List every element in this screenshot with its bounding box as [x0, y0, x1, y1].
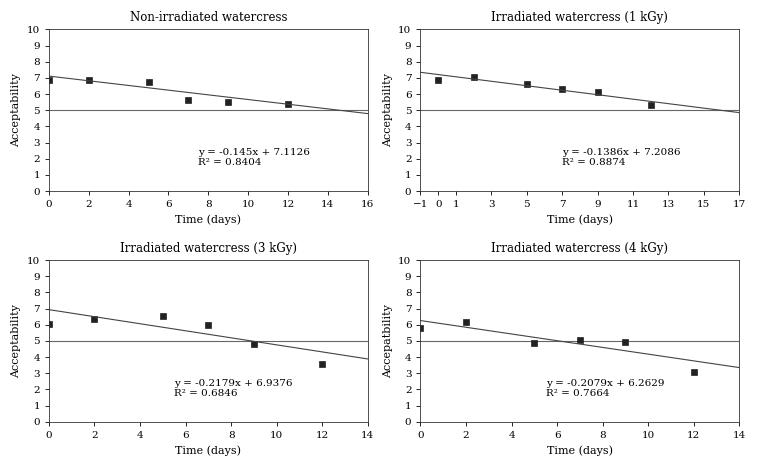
Text: R² = 0.7664: R² = 0.7664: [546, 389, 609, 397]
Y-axis label: Acceptability: Acceptability: [383, 73, 393, 147]
Text: y = -0.145x + 7.1126: y = -0.145x + 7.1126: [198, 148, 310, 157]
X-axis label: Time (days): Time (days): [547, 215, 613, 225]
X-axis label: Time (days): Time (days): [547, 446, 613, 456]
Text: y = -0.1386x + 7.2086: y = -0.1386x + 7.2086: [562, 148, 681, 157]
Text: R² = 0.8404: R² = 0.8404: [198, 158, 262, 167]
Title: Non-irradiated watercress: Non-irradiated watercress: [129, 11, 287, 24]
Text: R² = 0.8874: R² = 0.8874: [562, 158, 626, 167]
Y-axis label: Acceptability: Acceptability: [11, 304, 21, 378]
Title: Irradiated watercress (1 kGy): Irradiated watercress (1 kGy): [491, 11, 668, 24]
Title: Irradiated watercress (4 kGy): Irradiated watercress (4 kGy): [491, 242, 668, 255]
X-axis label: Time (days): Time (days): [176, 215, 241, 225]
Text: y = -0.2079x + 6.2629: y = -0.2079x + 6.2629: [546, 379, 664, 388]
X-axis label: Time (days): Time (days): [176, 446, 241, 456]
Text: y = -0.2179x + 6.9376: y = -0.2179x + 6.9376: [174, 379, 293, 388]
Title: Irradiated watercress (3 kGy): Irradiated watercress (3 kGy): [120, 242, 297, 255]
Y-axis label: Accepatbility: Accepatbility: [383, 304, 393, 378]
Y-axis label: Acceptability: Acceptability: [11, 73, 21, 147]
Text: R² = 0.6846: R² = 0.6846: [174, 389, 238, 397]
